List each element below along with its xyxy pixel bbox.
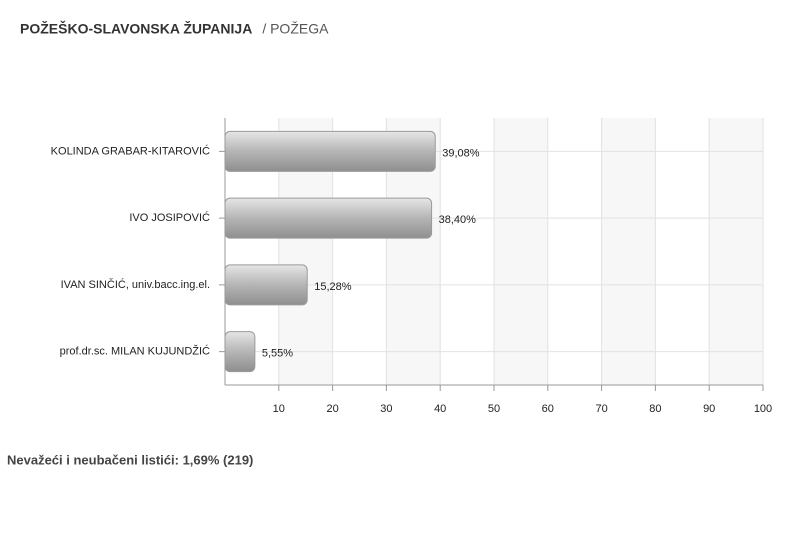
bar — [224, 264, 308, 306]
chart-subtitle: / POŽEGA — [262, 21, 329, 37]
value-label: 15,28% — [314, 281, 352, 293]
x-tick-label: 40 — [434, 403, 446, 415]
x-tick-label: 30 — [380, 403, 392, 415]
x-tick-label: 90 — [703, 403, 715, 415]
plot-band — [494, 118, 548, 385]
bar — [224, 197, 433, 239]
plot-band — [601, 118, 656, 385]
value-label: 39,08% — [442, 147, 480, 159]
x-tick-label: 70 — [595, 403, 607, 415]
x-tick-label: 80 — [649, 403, 661, 415]
bar — [224, 331, 256, 373]
chart-title: POŽEŠKO-SLAVONSKA ŽUPANIJA — [20, 20, 252, 37]
note: Nevažeći i neubačeni listići: 1,69% (219… — [7, 452, 253, 467]
y-tick-label: KOLINDA GRABAR-KITAROVIĆ — [51, 144, 210, 157]
x-tick-label: 100 — [754, 403, 772, 415]
x-tick-label: 60 — [542, 403, 554, 415]
value-label: 5,55% — [262, 348, 293, 360]
value-label: 38,40% — [439, 214, 477, 226]
y-tick-label: IVAN SINČIĆ, univ.bacc.ing.el. — [61, 278, 210, 291]
x-tick-label: 20 — [326, 403, 338, 415]
bar — [224, 130, 436, 172]
y-tick-label: IVO JOSIPOVIĆ — [129, 211, 210, 224]
plot-band — [709, 118, 763, 385]
x-tick-label: 10 — [273, 403, 285, 415]
y-tick-label: prof.dr.sc. MILAN KUJUNDŽIĆ — [60, 345, 210, 358]
x-tick-label: 50 — [488, 403, 500, 415]
